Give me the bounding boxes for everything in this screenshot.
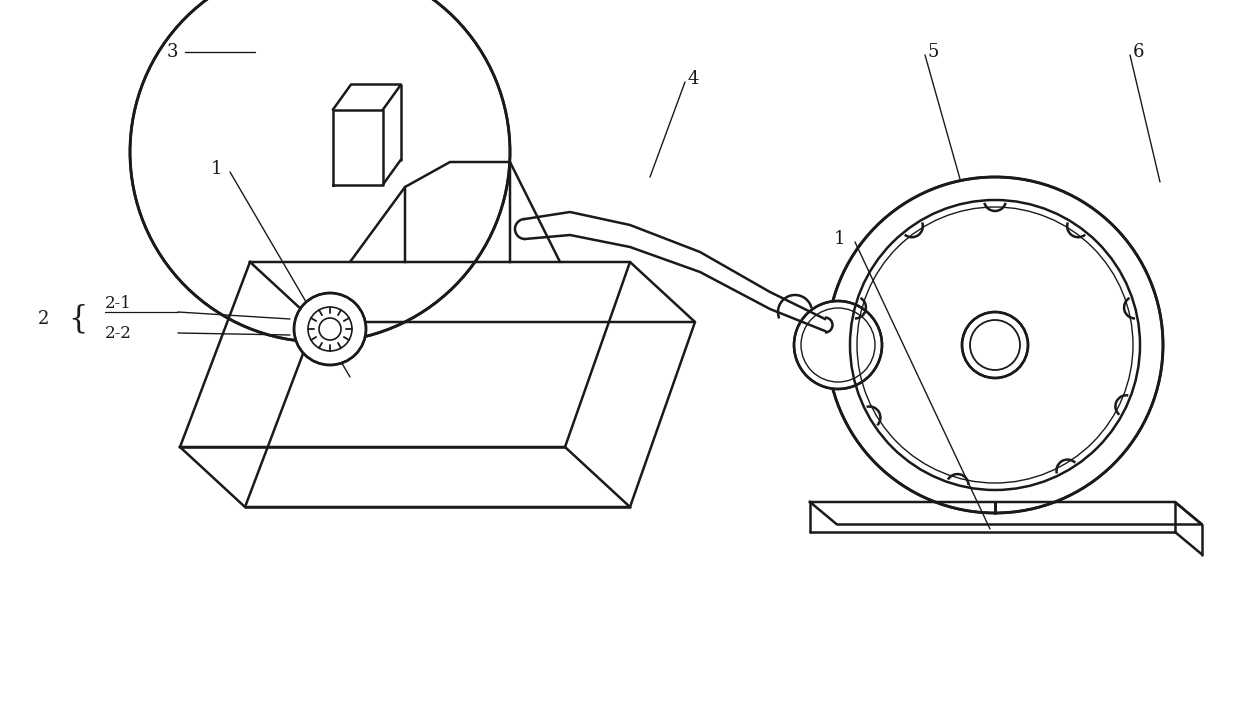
- Text: 2-2: 2-2: [105, 325, 131, 341]
- Circle shape: [130, 0, 510, 342]
- Text: 1: 1: [211, 160, 222, 178]
- Text: 5: 5: [928, 43, 940, 61]
- Circle shape: [962, 312, 1028, 378]
- Circle shape: [294, 293, 366, 365]
- Text: 2: 2: [38, 310, 50, 328]
- Text: 1: 1: [833, 230, 844, 248]
- Text: {: {: [68, 303, 88, 334]
- Circle shape: [827, 177, 1163, 513]
- Text: 4: 4: [688, 70, 699, 88]
- Text: 2-1: 2-1: [105, 296, 131, 312]
- Text: 3: 3: [166, 43, 179, 61]
- Text: 6: 6: [1133, 43, 1145, 61]
- Circle shape: [794, 301, 882, 389]
